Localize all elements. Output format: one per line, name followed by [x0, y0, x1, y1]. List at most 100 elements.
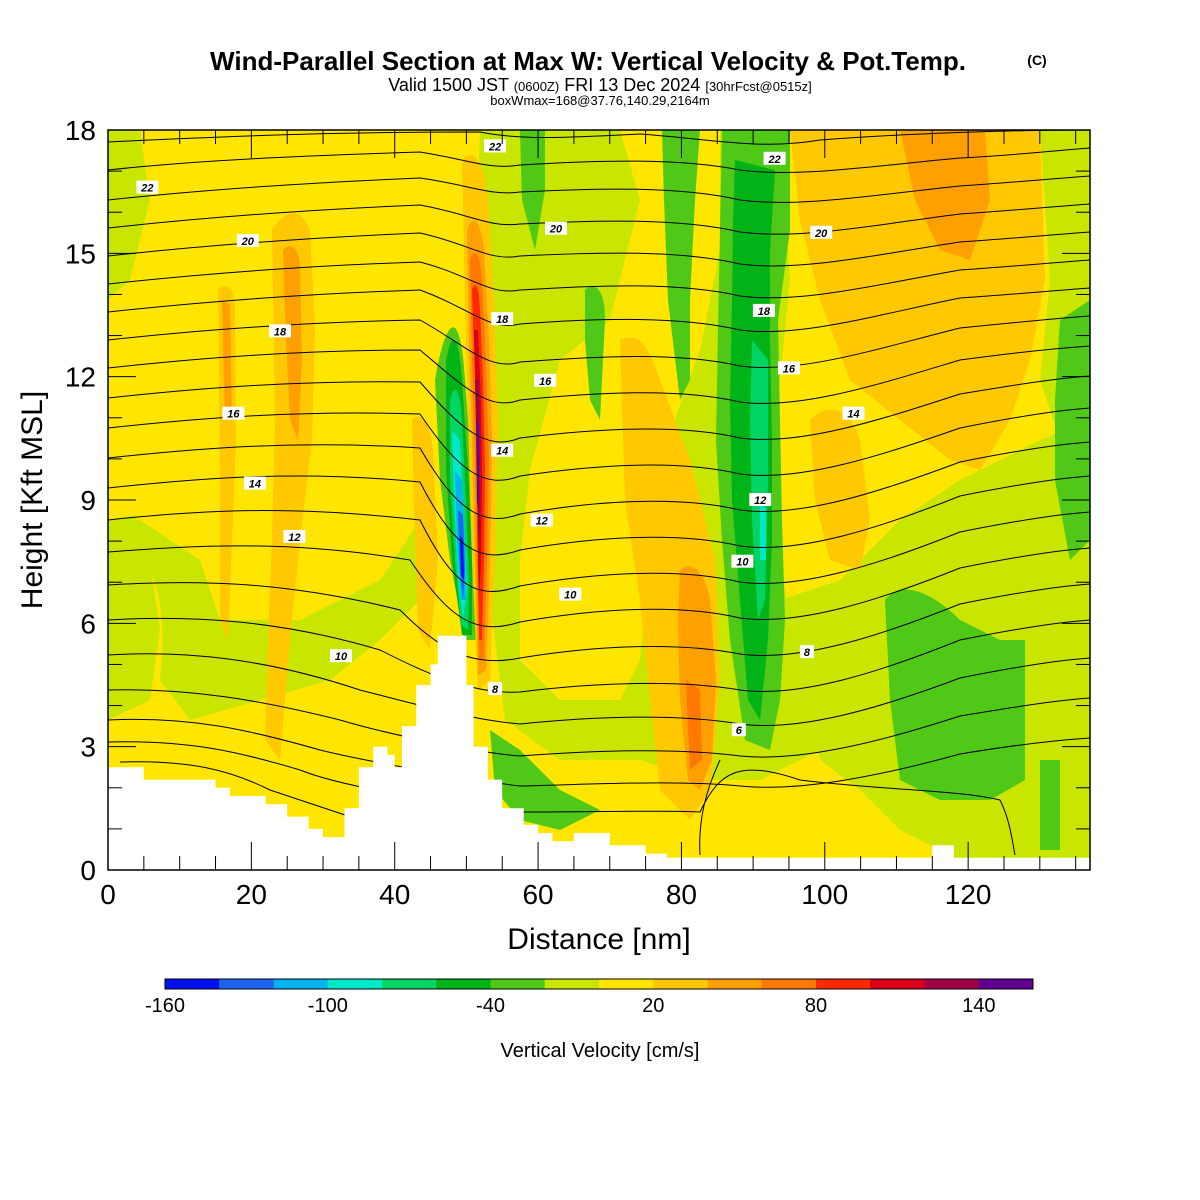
colorbar-swatch	[219, 979, 274, 989]
theta-label: 14	[243, 476, 266, 491]
band-downdraft-lower-right	[1040, 760, 1060, 850]
theta-label: 14	[491, 443, 514, 458]
theta-label: 16	[777, 361, 800, 375]
core-updraft-purple	[476, 420, 479, 505]
band-updraft-mid-right	[810, 409, 870, 570]
theta-label: 12	[283, 530, 306, 544]
colorbar-swatch	[978, 979, 1034, 989]
colorbar-swatch	[870, 979, 925, 989]
theta-label-bg	[749, 493, 772, 506]
band-downdraft-x100	[885, 589, 1025, 800]
theta-label-text: 14	[249, 479, 261, 491]
colorbar-tick-label: -160	[145, 995, 185, 1017]
colorbar-swatch	[273, 979, 329, 989]
y-tick-label: 9	[80, 485, 96, 516]
theta-label: 8	[488, 682, 503, 696]
theta-label-text: 22	[767, 154, 780, 166]
x-tick-label: 40	[379, 879, 410, 910]
x-tick-label: 20	[236, 879, 267, 910]
theta-label-bg	[534, 373, 557, 387]
theta-label: 12	[749, 493, 772, 507]
theta-label: 22	[484, 139, 507, 153]
band-updraft-x26	[265, 213, 315, 760]
colorbar-swatch	[653, 979, 708, 989]
theta-contour-labels: 22 22 22 20 20 20 18 18 18 16 16 16 14 14 14 12 12 12 10 10…	[136, 139, 865, 737]
x-tick-label: 120	[945, 879, 992, 910]
colorbar-swatch	[382, 979, 437, 989]
theta-label: 10	[559, 587, 582, 602]
band-updraft-upper-right-core	[900, 130, 990, 260]
band-updraft-x18	[218, 286, 236, 640]
theta-label: 8	[799, 645, 814, 659]
theta-label-text: 18	[274, 326, 287, 338]
theta-label-text: 20	[241, 236, 255, 248]
theta-label-bg	[136, 180, 159, 194]
theta-label: 6	[731, 723, 746, 737]
theta-label: 14	[842, 406, 865, 421]
theta-label: 22	[136, 180, 159, 195]
colorbar-swatch	[544, 979, 600, 989]
title-main: Wind-Parallel Section at Max W: Vertical…	[210, 46, 966, 76]
theta-label-text: 10	[736, 557, 749, 569]
theta-label-bg	[731, 723, 746, 737]
y-tick-label: 6	[80, 608, 96, 639]
theta-label-text: 6	[736, 725, 743, 737]
theta-label-text: 10	[564, 590, 577, 602]
theta-label-text: 16	[227, 409, 240, 421]
theta-label-text: 16	[539, 376, 552, 388]
colorbar-tick-label: -40	[476, 995, 505, 1017]
region-far-left-upper	[108, 130, 150, 300]
valid-date: FRI 13 Dec 2024	[564, 75, 700, 95]
y-tick-label: 18	[65, 115, 96, 146]
theta-label-text: 20	[814, 228, 828, 240]
box-max-info: boxWmax=168@37.76,140.29,2164m	[490, 93, 710, 108]
band-updraft-x26-core	[283, 246, 302, 440]
colorbar-swatch	[327, 979, 383, 989]
x-tick-label: 80	[666, 879, 697, 910]
theta-label-text: 22	[140, 183, 153, 195]
band-updraft-x45	[412, 416, 438, 650]
theta-label-text: 16	[783, 363, 796, 375]
theta-label: 16	[534, 373, 557, 388]
band-updraft-x84-lower	[686, 680, 702, 770]
theta-label-bg	[763, 151, 786, 165]
theta-label-bg	[810, 225, 833, 239]
band-downdraft-right-edge	[1055, 300, 1090, 560]
colorbar-swatch	[707, 979, 763, 989]
theta-label-bg	[491, 312, 514, 326]
valid-time: Valid 1500 JST	[388, 75, 509, 95]
band-updraft-upper-left	[990, 130, 1030, 220]
colorbar-swatch	[761, 979, 817, 989]
valid-line: Valid 1500 JST (0600Z) FRI 13 Dec 2024 […	[388, 75, 812, 95]
band-updraft-x22-core	[222, 300, 232, 420]
theta-label-text: 10	[335, 651, 348, 663]
theta-label-bg	[777, 361, 800, 375]
colorbar-tick-label: 80	[805, 995, 827, 1017]
terrain-profile	[108, 635, 1090, 870]
valid-utc: (0600Z)	[514, 79, 560, 94]
colorbar-label: Vertical Velocity [cm/s]	[501, 1040, 700, 1062]
theta-label-bg	[799, 645, 814, 659]
colorbar-tick-label: 140	[962, 995, 995, 1017]
colorbar-swatch	[599, 979, 654, 989]
theta-label-bg	[752, 303, 775, 317]
theta-label-text: 8	[492, 684, 499, 696]
theta-label-text: 18	[758, 306, 771, 318]
band-downdraft-x62	[520, 130, 545, 250]
theta-label-bg	[842, 406, 865, 420]
colorbar-swatch	[924, 979, 980, 989]
theta-label-bg	[269, 324, 291, 338]
theta-label: 20	[545, 221, 567, 236]
colorbar: -160 -100 -40 20 80 140	[145, 978, 1034, 1017]
x-tick-label: 0	[100, 879, 116, 910]
colorbar-frame	[164, 978, 1034, 990]
y-tick-label: 3	[80, 732, 96, 763]
band-downdraft-x69	[662, 130, 700, 400]
colorbar-tick-label: -100	[308, 995, 348, 1017]
theta-label-bg	[236, 234, 259, 247]
theta-contours	[108, 130, 1090, 856]
colorbar-tick-label: 20	[642, 995, 664, 1017]
theta-label-bg	[283, 530, 306, 543]
theta-label-bg	[330, 649, 352, 663]
colorbar-swatch	[490, 979, 546, 989]
